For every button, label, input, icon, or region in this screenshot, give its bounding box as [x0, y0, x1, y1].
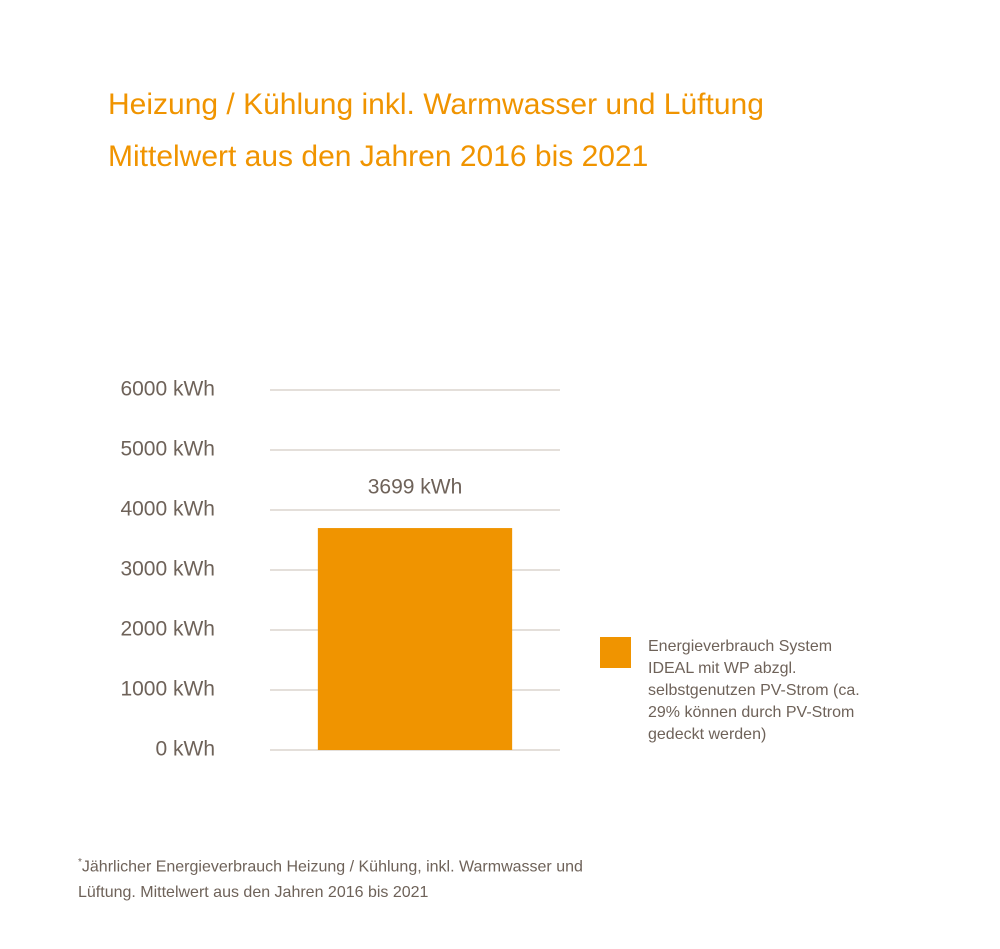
y-tick-label: 3000 kWh	[120, 558, 215, 581]
legend-label: Energieverbrauch System IDEAL mit WP abz…	[648, 638, 860, 743]
footnote-marker: *	[78, 857, 82, 868]
y-tick-label: 4000 kWh	[120, 498, 215, 521]
chart-title: Heizung / Kühlung inkl. Warmwasser und L…	[108, 88, 764, 121]
legend-swatch	[600, 637, 631, 668]
value-label: 3699 kWh	[368, 476, 463, 499]
footnote-text: Jährlicher Energieverbrauch Heizung / Kü…	[78, 858, 583, 902]
y-tick-label: 2000 kWh	[120, 618, 215, 641]
y-tick-label: 5000 kWh	[120, 438, 215, 461]
y-tick-label: 1000 kWh	[120, 678, 215, 701]
bar	[317, 528, 513, 750]
y-tick-label: 0 kWh	[155, 738, 215, 761]
y-tick-label: 6000 kWh	[120, 378, 215, 401]
chart-subtitle: Mittelwert aus den Jahren 2016 bis 2021	[108, 140, 648, 173]
footnote: *Jährlicher Energieverbrauch Heizung / K…	[78, 850, 618, 906]
